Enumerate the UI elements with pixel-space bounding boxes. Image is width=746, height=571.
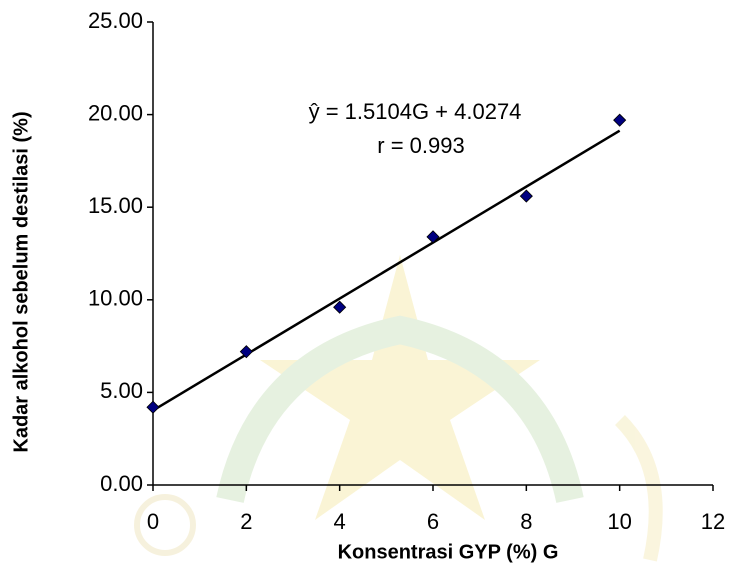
watermark-leaf: [620, 420, 656, 560]
r-label: r = 0.993: [377, 133, 464, 158]
y-tick-label: 10.00: [88, 286, 143, 311]
page: Konsentrasi GYP (%) G Kadar alkohol sebe…: [0, 0, 746, 571]
y-axis-title: Kadar alkohol sebelum destilasi (%): [10, 111, 32, 452]
chart: Konsentrasi GYP (%) G Kadar alkohol sebe…: [0, 0, 746, 571]
x-tick-label: 0: [147, 509, 159, 534]
y-tick-label: 0.00: [100, 471, 143, 496]
point: [614, 114, 626, 126]
watermark-flower: [137, 497, 193, 553]
x-tick-label: 10: [607, 509, 631, 534]
x-tick-label: 6: [427, 509, 439, 534]
y-tick-label: 15.00: [88, 193, 143, 218]
x-tick-label: 12: [701, 509, 725, 534]
x-axis-title: Konsentrasi GYP (%) G: [338, 541, 559, 563]
y-tick-label: 20.00: [88, 100, 143, 125]
x-tick-label: 8: [520, 509, 532, 534]
watermark: [137, 255, 656, 560]
point: [147, 401, 159, 413]
point: [520, 190, 532, 202]
y-tick-label: 5.00: [100, 378, 143, 403]
equation-label: ŷ = 1.5104G + 4.0274: [309, 99, 522, 124]
point: [334, 301, 346, 313]
x-tick-label: 4: [334, 509, 346, 534]
x-tick-label: 2: [240, 509, 252, 534]
y-tick-label: 25.00: [88, 8, 143, 33]
